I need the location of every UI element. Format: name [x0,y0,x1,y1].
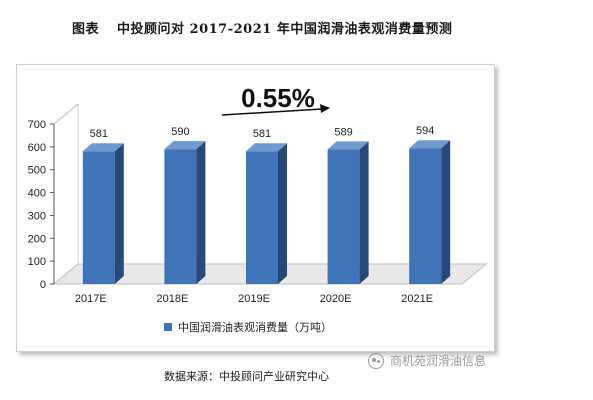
bar-top [246,143,287,152]
data-label: 581 [90,128,108,140]
growth-arrow-head [320,104,330,113]
y-tick-label: 0 [40,279,46,291]
source-note: 数据来源：中投顾问产业研究中心 [164,370,329,383]
data-label: 590 [171,126,189,138]
y-axis-top-edge [53,103,79,125]
growth-arrow-line [221,108,323,116]
y-tick-label: 200 [28,233,46,245]
bar-side [359,141,369,284]
bar-side [196,141,206,284]
wechat-icon [368,352,384,369]
bar-front [82,151,115,284]
y-tick-label: 300 [28,210,46,222]
figure-title-text: 中投顾问对 2017-2021 年中国润滑油表观消费量预测 [117,22,453,37]
bar-side [278,143,287,284]
figure-title: 图表 中投顾问对 2017-2021 年中国润滑油表观消费量预测 [72,18,452,37]
watermark-text: 商机苑润滑油信息 [390,354,487,368]
y-tick-label: 500 [28,165,46,177]
legend-swatch [164,323,172,331]
data-label: 581 [253,128,271,140]
data-label: 589 [334,126,352,138]
y-tick-label: 700 [28,119,46,131]
bar-side [441,140,451,284]
bar-front [164,149,197,284]
bar-top [164,141,206,150]
x-tick-label: 2020E [320,293,352,305]
x-tick-label: 2017E [75,293,107,305]
x-tick-label: 2018E [156,293,188,305]
data-label: 594 [416,125,434,137]
bar-front [246,151,278,284]
figure-label: 图表 [72,22,100,37]
watermark: 商机苑润滑油信息 [368,352,486,369]
legend-label: 中国润滑油表观消费量（万吨） [178,320,332,334]
bar-top [409,140,451,149]
bar-top [82,143,124,152]
bar-front [327,149,360,284]
y-tick-label: 400 [28,188,46,200]
x-tick-label: 2019E [238,293,270,305]
y-tick-label: 600 [28,142,46,154]
bar-top [327,141,369,150]
y-tick-label: 100 [28,256,46,268]
growth-annotation: 0.55% [241,83,315,113]
bar-front [409,148,442,284]
x-tick-label: 2021E [401,293,433,305]
bar-side [114,143,124,284]
